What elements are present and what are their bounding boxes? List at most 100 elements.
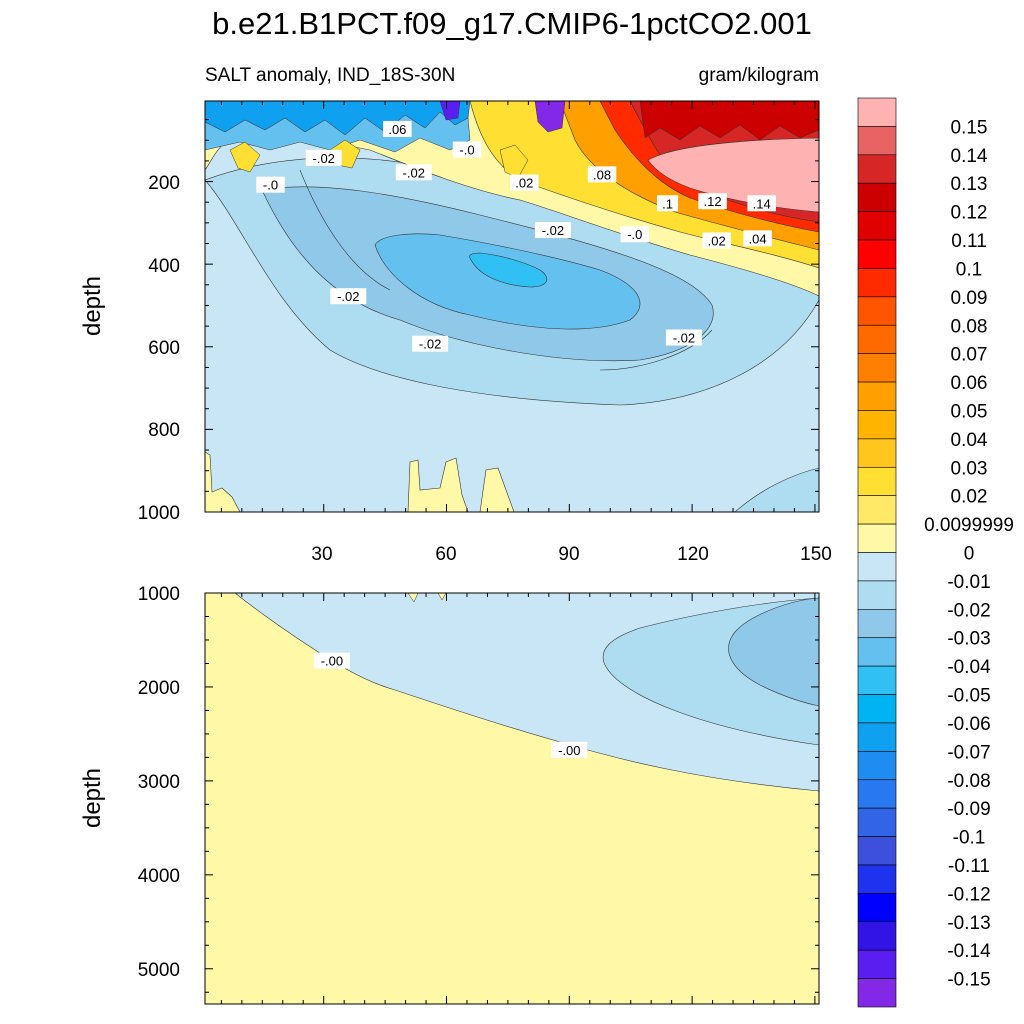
- contour-label-bg: [702, 232, 731, 249]
- colorbar-swatch: [857, 438, 897, 468]
- colorbar-swatch: [857, 381, 897, 411]
- colorbar-label: -0.13: [947, 913, 990, 934]
- colorbar-swatch: [857, 239, 897, 269]
- colorbar-swatch: [857, 523, 897, 553]
- contour-label-text: .04: [749, 231, 767, 246]
- contour-label: -.02: [395, 164, 432, 181]
- colorbar-label: -0.11: [948, 856, 990, 877]
- contour-label-bg: [587, 166, 617, 183]
- contour-label-text: .1: [662, 196, 673, 211]
- upper-y-tick-600: 600: [148, 338, 180, 359]
- upper-y-tick-400: 400: [148, 256, 180, 277]
- contour-label-bg: [534, 222, 571, 239]
- colorbar-label: -0.14: [947, 941, 991, 962]
- upper-tick-marks: [205, 101, 819, 513]
- colorbar-label: 0.11: [951, 231, 987, 252]
- colorbar-label: -0.09: [947, 799, 990, 820]
- colorbar-label: -0.06: [947, 714, 990, 735]
- colorbar-label: -0.05: [947, 686, 990, 707]
- colorbar-swatch: [857, 637, 897, 667]
- lower-panel: [205, 593, 819, 1004]
- colorbar-swatch: [857, 722, 897, 752]
- upper-fill-pos-mid2: [479, 467, 515, 512]
- colorbar: 0.15 0.14 0.13 0.12 0.11 0.1 0.09 0.08 0.07 0.06 0…: [857, 97, 1014, 1008]
- lower-y-tick-5000: 5000: [138, 960, 180, 981]
- contour-label-text: -.02: [673, 331, 695, 346]
- colorbar-swatch: [857, 665, 897, 695]
- contour-label: -.02: [330, 288, 367, 305]
- colorbar-label: -0.02: [947, 600, 990, 621]
- chart-title: b.e21.B1PCT.f09_g17.CMIP6-1pctCO2.001: [212, 6, 812, 41]
- upper-fill-surface-purple: [534, 101, 566, 133]
- contour-label-bg: [395, 164, 432, 181]
- upper-contour-extra: [299, 169, 713, 371]
- upper-y-tick-1000: 1000: [138, 503, 180, 524]
- colorbar-swatch: [857, 324, 897, 354]
- contour-label: -.0: [620, 226, 650, 243]
- contour-label: -.02: [665, 329, 702, 346]
- upper-panel: [205, 101, 819, 512]
- contour-label: .06: [383, 120, 412, 137]
- upper-fill-minus05: [469, 252, 548, 288]
- x-tick-120: 120: [677, 544, 709, 565]
- contour-label: -.0: [452, 141, 482, 158]
- colorbar-label: 0: [964, 544, 975, 565]
- contour-label-text: -.0: [459, 143, 474, 158]
- colorbar-swatch: [857, 126, 897, 156]
- colorbar-swatch: [857, 353, 897, 383]
- lower-fill-pos-speck: [407, 593, 447, 603]
- lower-y-tick-3000: 3000: [138, 772, 180, 793]
- upper-plot-frame: [204, 100, 820, 513]
- lower-y-axis-label: depth: [79, 768, 106, 828]
- contour-label: -.00: [313, 652, 350, 669]
- left-subtitle: SALT anomaly, IND_18S-30N: [205, 65, 455, 86]
- lower-y-tick-1000: 1000: [138, 584, 180, 605]
- colorbar-swatch: [857, 893, 897, 923]
- contour-labels: .06 -.02 -.0 -.0 -.02 .02 .08 .1 .12 .14 -.02 -.0 .0…: [256, 120, 776, 758]
- contour-label: -.02: [305, 149, 342, 166]
- colorbar-swatch: [857, 978, 897, 1008]
- contour-label-bg: [256, 176, 285, 193]
- colorbar-swatch: [857, 807, 897, 837]
- contour-label-text: .06: [388, 122, 406, 137]
- units-label: gram/kilogram: [699, 65, 819, 86]
- contour-label: -.00: [551, 741, 588, 758]
- contour-label-bg: [551, 741, 588, 758]
- lower-tick-marks: [205, 592, 819, 1004]
- contour-label-text: -.00: [558, 743, 580, 758]
- contour-label-text: -.00: [321, 654, 343, 669]
- contour-label-bg: [698, 193, 727, 210]
- upper-fill-pos-mid: [407, 457, 469, 512]
- contour-label-text: -.02: [403, 165, 425, 180]
- colorbar-swatch: [857, 694, 897, 724]
- colorbar-swatch: [857, 495, 897, 525]
- contour-label-text: .02: [708, 233, 726, 248]
- colorbar-swatch: [857, 466, 897, 496]
- contour-label-bg: [452, 141, 482, 158]
- colorbar-label: -0.07: [947, 742, 990, 763]
- colorbar-swatch: [857, 296, 897, 326]
- contour-label-text: -.02: [542, 223, 564, 238]
- colorbar-label: 0.0099999: [924, 515, 1014, 536]
- colorbar-swatch: [857, 609, 897, 639]
- colorbar-swatch: [857, 97, 897, 127]
- x-tick-90: 90: [558, 544, 579, 565]
- contour-label-bg: [313, 652, 350, 669]
- contour-label: .1: [657, 195, 679, 212]
- contour-label-bg: [330, 288, 367, 305]
- lower-y-tick-2000: 2000: [138, 678, 180, 699]
- colorbar-swatch: [857, 751, 897, 781]
- contour-label-bg: [743, 230, 772, 247]
- upper-fill-surface-darkred: [639, 101, 819, 141]
- colorbar-swatch: [857, 211, 897, 241]
- colorbar-swatch: [857, 552, 897, 582]
- colorbar-swatch: [857, 182, 897, 212]
- colorbar-label: 0.08: [951, 316, 988, 337]
- upper-y-ticks: 200 400 600 800 1000: [138, 173, 180, 524]
- contour-label-bg: [657, 195, 679, 212]
- contour-label: -.02: [412, 335, 449, 352]
- contour-label-bg: [665, 329, 702, 346]
- colorbar-label: 0.05: [951, 401, 988, 422]
- upper-fill-surface-purple2: [439, 101, 461, 121]
- colorbar-label: -0.04: [947, 657, 991, 678]
